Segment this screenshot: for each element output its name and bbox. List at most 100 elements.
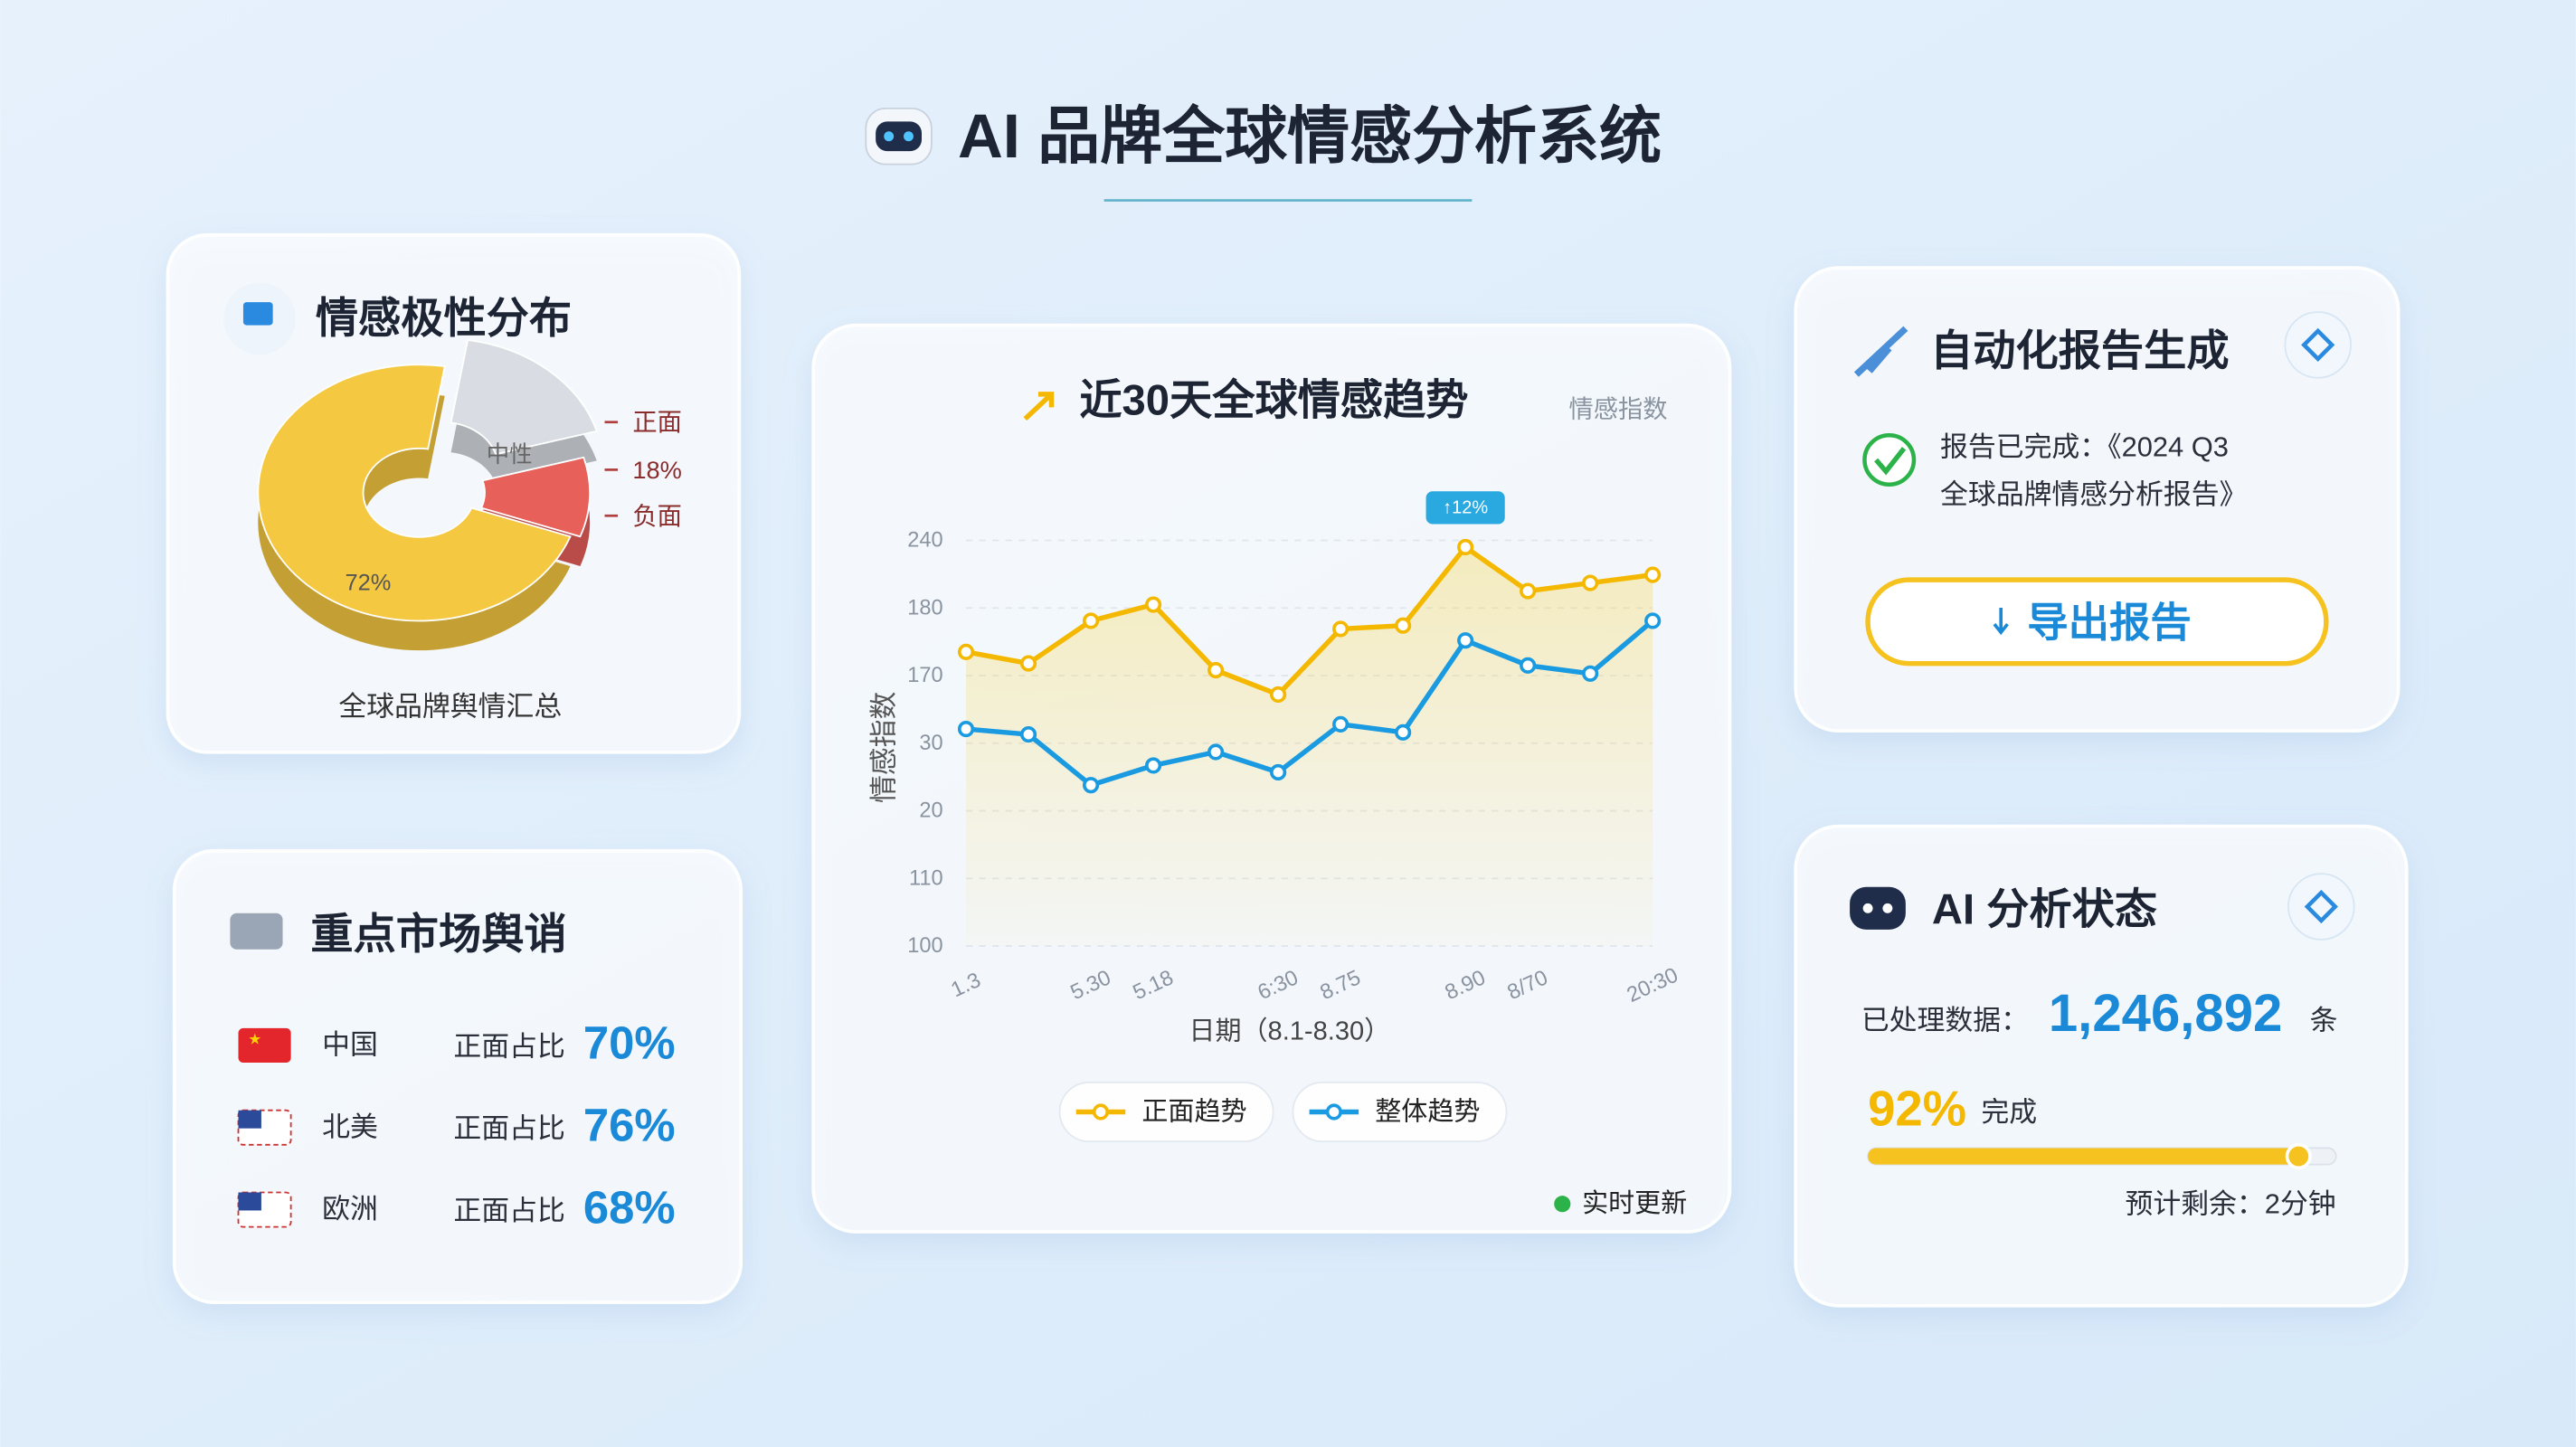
legend-label: 整体趋势 [1375, 1097, 1480, 1127]
data-point [1270, 686, 1287, 704]
slice-label: 中性 [487, 442, 533, 468]
processed-count: 1,246,892 [2049, 984, 2283, 1043]
data-point [1644, 566, 1662, 583]
trend-icon [1023, 392, 1055, 421]
flag-canton [238, 1110, 261, 1129]
market-name: 北美 [322, 1111, 378, 1142]
data-point [1332, 715, 1350, 733]
legend-marker [1325, 1103, 1342, 1121]
data-point [1395, 724, 1412, 741]
sentiment-panel: 情感极性分布 全球品牌舆情汇总 72% 中性 正面 18% 负面 [166, 232, 742, 754]
legend-label: 正面趋势 [1141, 1097, 1246, 1127]
robot-eye [1862, 903, 1873, 913]
panel [172, 848, 743, 1304]
status-dot [1554, 1196, 1571, 1213]
flag-cn [238, 1027, 291, 1064]
y-axis-label: 情感指数 [868, 692, 900, 803]
line-series [965, 544, 1653, 697]
data-point [1019, 655, 1037, 672]
legend-label: 负面 [632, 502, 681, 530]
check-icon [1862, 433, 1917, 487]
data-point [1395, 617, 1412, 634]
annotation-bubble [1425, 491, 1505, 525]
data-point [1082, 612, 1100, 629]
y-tick-label: 180 [907, 596, 942, 619]
chart-badge: 情感指数 [1569, 395, 1668, 423]
data-point [957, 721, 975, 738]
data-point [1582, 574, 1599, 591]
legend-label: 正面 [632, 408, 681, 436]
data-point [957, 643, 975, 660]
panel-icon-glyph [242, 302, 273, 326]
metric-label: 正面占比 [453, 1112, 564, 1144]
data-point [1644, 612, 1662, 629]
robot-face [876, 121, 923, 152]
data-point [1582, 665, 1599, 682]
panel-title: 近30天全球情感趋势 [1079, 376, 1468, 425]
panel-title: 重点市场舆诮 [310, 911, 566, 959]
panel-title: AI 分析状态 [1932, 886, 2157, 934]
x-axis-label: 日期（8.1-8.30） [1189, 1017, 1390, 1046]
panel [166, 232, 742, 754]
market-value: 76% [583, 1100, 676, 1151]
remaining-time: 预计剩余：2分钟 [2125, 1188, 2335, 1220]
robot-eye [884, 131, 895, 142]
export-button[interactable] [1865, 577, 2329, 667]
options-button[interactable] [2287, 873, 2355, 941]
y-tick-label: 30 [919, 732, 942, 755]
data-point [1144, 757, 1162, 774]
options-button[interactable] [2284, 311, 2352, 379]
line-series [965, 619, 1654, 788]
data-point [1270, 763, 1287, 781]
y-tick-label: 100 [907, 934, 942, 958]
pie-caption: 全球品牌舆情汇总 [338, 690, 562, 722]
ai-status-panel: AI 分析状态 已处理数据： 1,246,892 条 92% 完成 预计剩余：2… [1794, 824, 2409, 1308]
slice-label: 72% [346, 571, 392, 596]
legend-marker [1092, 1103, 1110, 1121]
progress-fill [1868, 1148, 2299, 1165]
data-point [1144, 596, 1162, 613]
market-value: 68% [583, 1181, 676, 1233]
legend-item [1292, 1081, 1508, 1143]
status-text: 实时更新 [1582, 1188, 1687, 1218]
panel-icon [230, 913, 283, 950]
header: AI 品牌全球情感分析系统 [865, 101, 1662, 202]
robot-eye [904, 131, 914, 142]
data-point [1208, 661, 1225, 679]
trend-panel: 近30天全球情感趋势 情感指数 情感指数 日期（8.1-8.30） 实时更新 1… [811, 323, 1732, 1234]
panel-title: 自动化报告生成 [1930, 327, 2229, 375]
progress-percent: 92% [1868, 1081, 1966, 1136]
panel-title: 情感极性分布 [316, 295, 572, 343]
data-point [1520, 657, 1537, 674]
panel-icon [1853, 326, 1908, 377]
robot-eye [1882, 903, 1893, 913]
page-title: AI 品牌全球情感分析系统 [958, 101, 1662, 171]
panel-icon [1850, 886, 1906, 930]
annotation: ↑12% [1443, 497, 1488, 517]
y-tick-label: 240 [907, 529, 942, 553]
flag-canton [238, 1192, 261, 1211]
metric-label: 正面占比 [453, 1195, 564, 1226]
y-tick-label: 170 [907, 664, 942, 687]
export-button-label[interactable]: 导出报告 [2027, 600, 2192, 646]
data-point [1520, 582, 1537, 600]
report-panel: 自动化报告生成 报告已完成：《2024 Q3 全球品牌情感分析报告》 导出报告 [1794, 266, 2401, 733]
data-point [1019, 725, 1037, 743]
report-status: 报告已完成：《2024 Q3 [1940, 430, 2229, 462]
pie-slice [450, 338, 598, 456]
data-point [1208, 743, 1225, 761]
market-panel: 重点市场舆诮 ★ 中国 正面占比 70% 北美 正面占比 76% 欧洲 正面占比… [172, 848, 743, 1304]
pie-slice [479, 456, 592, 538]
download-icon [1993, 607, 2009, 636]
report-status: 全球品牌情感分析报告》 [1940, 478, 2247, 510]
progress-handle [2285, 1143, 2312, 1170]
data-point [1332, 620, 1350, 638]
pie-slice [257, 364, 572, 622]
panel [1794, 824, 2409, 1308]
options-icon [2304, 889, 2338, 924]
data-point [1082, 777, 1100, 794]
progress-text: 完成 [1981, 1096, 2037, 1128]
check-mark [1874, 447, 1907, 476]
y-tick-label: 20 [919, 799, 942, 823]
options-icon [2301, 327, 2335, 363]
